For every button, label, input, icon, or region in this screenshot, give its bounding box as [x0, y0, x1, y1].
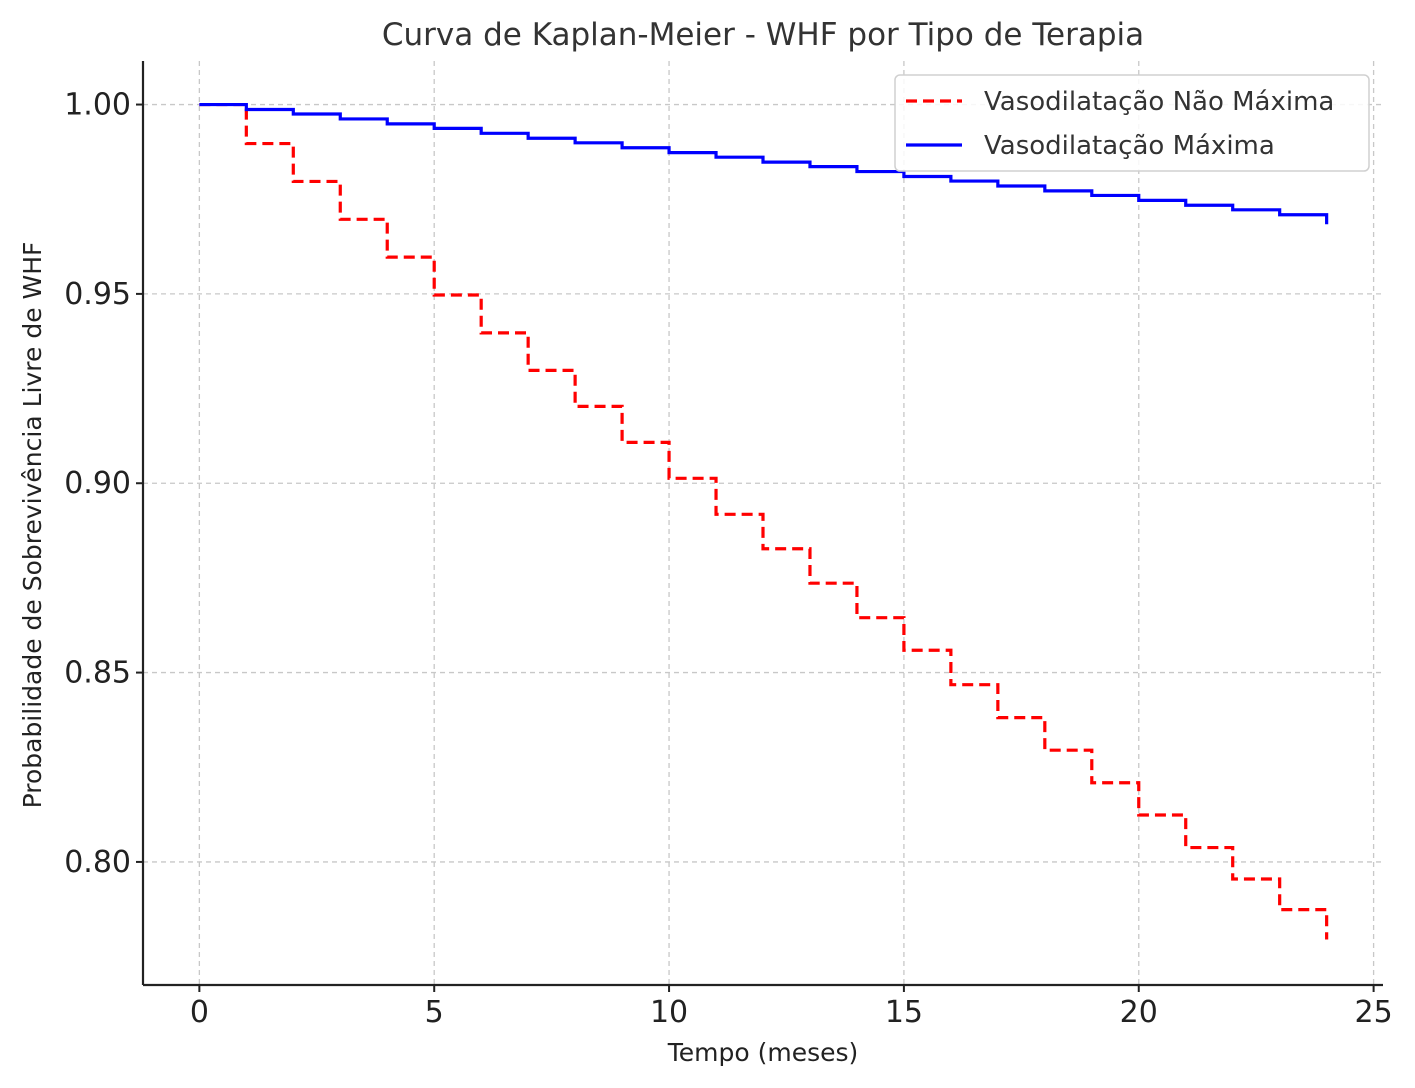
ticks: 0 5 10 15 20 25 0.80 0.85 0.90 0.95 1.00	[64, 88, 1392, 1030]
x-tick-label-0: 0	[190, 995, 209, 1030]
legend-label-nao-maxima: Vasodilatação Não Máxima	[984, 87, 1334, 117]
axes	[141, 61, 1383, 987]
y-tick-label-0: 0.80	[64, 845, 131, 880]
series-line-nao-maxima	[199, 102, 1329, 940]
y-tick-label-3: 0.95	[64, 277, 131, 312]
legend-box	[894, 74, 1370, 172]
x-tick-label-4: 20	[1120, 995, 1158, 1030]
x-tick-label-1: 5	[425, 995, 444, 1030]
chart-title: Curva de Kaplan-Meier - WHF por Tipo de …	[382, 17, 1144, 53]
y-tick-label-4: 1.00	[64, 88, 131, 123]
series-group	[199, 102, 1329, 940]
y-axis-label: Probabilidade de Sobrevivência Livre de …	[18, 242, 47, 809]
legend: Vasodilatação Não Máxima Vasodilatação M…	[894, 74, 1370, 172]
legend-label-maxima: Vasodilatação Máxima	[984, 131, 1275, 161]
y-tick-label-1: 0.85	[64, 656, 131, 691]
x-tick-label-5: 25	[1355, 995, 1393, 1030]
y-tick-label-2: 0.90	[64, 466, 131, 501]
grid	[143, 61, 1383, 985]
series-line-maxima	[199, 102, 1329, 225]
x-axis-label: Tempo (meses)	[667, 1038, 859, 1067]
x-tick-label-3: 15	[885, 995, 923, 1030]
x-tick-label-2: 10	[650, 995, 688, 1030]
